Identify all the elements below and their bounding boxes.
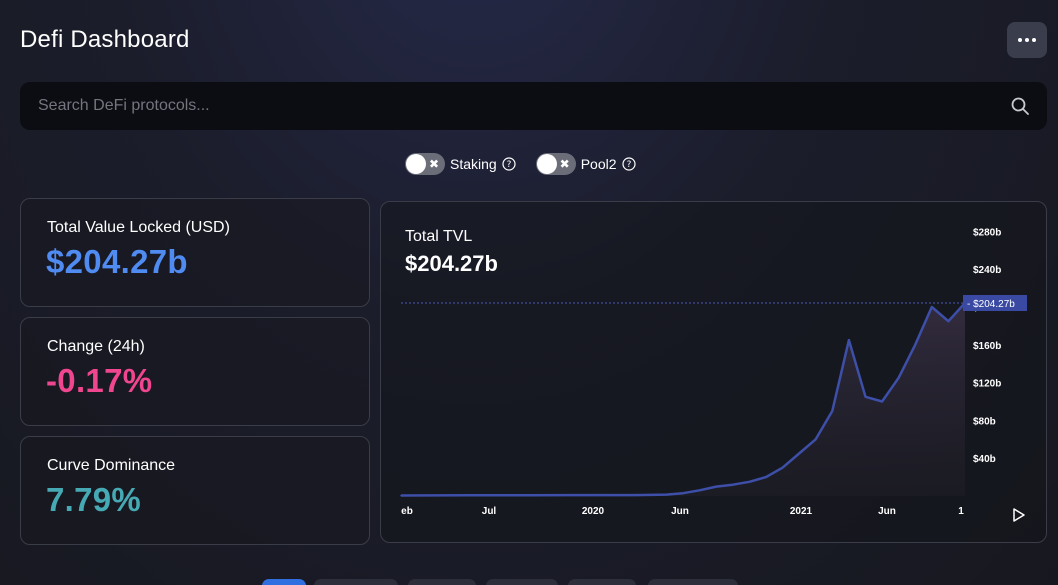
dominance-stat-card: Curve Dominance 7.79% bbox=[20, 436, 370, 545]
x-icon: ✖ bbox=[428, 157, 439, 171]
pool2-toggle[interactable]: ✖ bbox=[535, 153, 576, 175]
pool2-label: Pool2 bbox=[580, 156, 617, 172]
tvl-data-point bbox=[466, 494, 469, 497]
tab-pill[interactable] bbox=[486, 579, 558, 585]
tvl-data-point bbox=[864, 395, 867, 398]
tvl-data-point bbox=[433, 494, 435, 497]
tvl-data-point bbox=[731, 483, 734, 486]
tab-pill[interactable] bbox=[648, 579, 738, 585]
svg-text:?: ? bbox=[506, 160, 511, 170]
x-icon: ✖ bbox=[559, 157, 570, 171]
tvl-data-point bbox=[632, 494, 635, 496]
chart-title: Total TVL bbox=[405, 228, 473, 245]
chart-value: $204.27b bbox=[405, 251, 498, 276]
tvl-data-point bbox=[499, 494, 502, 497]
x-tick-label: 1 bbox=[958, 506, 964, 517]
tvl-data-point bbox=[814, 438, 817, 441]
staking-label: Staking bbox=[450, 156, 497, 172]
change-stat-card: Change (24h) -0.17% bbox=[20, 317, 370, 426]
stat-value: 7.79% bbox=[46, 481, 142, 518]
price-tag-label: - $204.27b bbox=[967, 299, 1015, 310]
tab-pill[interactable] bbox=[568, 579, 636, 585]
stat-title: Total Value Locked (USD) bbox=[47, 219, 230, 236]
more-options-button[interactable] bbox=[1007, 22, 1047, 58]
pool2-toggle-group: ✖ Pool2 ? bbox=[535, 153, 636, 175]
tvl-data-point bbox=[400, 494, 402, 497]
tvl-data-point bbox=[715, 485, 717, 488]
x-tick-label: eb bbox=[401, 506, 413, 517]
tvl-chart[interactable]: $280b$240b$200b$160b$120b$80b$40b ebJul2… bbox=[381, 202, 1047, 543]
tvl-data-point bbox=[798, 452, 800, 455]
help-icon[interactable]: ? bbox=[502, 157, 516, 171]
x-tick-label: Jun bbox=[878, 506, 896, 517]
tvl-data-point bbox=[931, 306, 933, 308]
tvl-data-point bbox=[566, 494, 568, 496]
x-tick-label: Jul bbox=[482, 506, 497, 517]
tvl-chart-card: $280b$240b$200b$160b$120b$80b$40b ebJul2… bbox=[380, 201, 1047, 543]
help-icon[interactable]: ? bbox=[621, 157, 636, 171]
stat-title: Curve Dominance bbox=[47, 457, 176, 474]
stat-title: Change (24h) bbox=[47, 338, 145, 355]
tvl-data-point bbox=[682, 492, 684, 494]
tab-pill-active[interactable] bbox=[262, 579, 306, 585]
page-title: Defi Dashboard bbox=[20, 26, 190, 53]
y-tick-label: $40b bbox=[973, 454, 996, 465]
tvl-data-point bbox=[765, 476, 767, 478]
x-tick-label: 2020 bbox=[582, 506, 605, 517]
y-tick-label: $160b bbox=[973, 341, 1001, 352]
tab-pill[interactable] bbox=[314, 579, 398, 585]
x-tick-label: Jun bbox=[671, 506, 689, 517]
stat-value: $204.27b bbox=[46, 243, 188, 280]
tvl-stat-card: Total Value Locked (USD) $204.27b bbox=[20, 198, 370, 307]
tvl-data-point bbox=[897, 377, 900, 379]
filter-toggles: ✖ Staking ? ✖ Pool2 ? bbox=[405, 153, 656, 175]
more-horizontal-icon bbox=[1018, 38, 1022, 42]
y-tick-label: $280b bbox=[973, 227, 1001, 238]
play-icon[interactable] bbox=[1011, 507, 1027, 523]
tvl-data-point bbox=[914, 344, 917, 346]
y-tick-label: $120b bbox=[973, 379, 1001, 390]
svg-text:?: ? bbox=[626, 160, 631, 170]
tvl-data-point bbox=[698, 489, 701, 492]
tvl-data-point bbox=[665, 493, 668, 496]
tvl-data-point bbox=[532, 494, 535, 497]
tvl-data-point bbox=[748, 481, 751, 483]
tvl-data-point bbox=[881, 400, 883, 403]
stat-value: -0.17% bbox=[46, 362, 153, 399]
x-tick-label: 2021 bbox=[790, 506, 813, 517]
search-input[interactable] bbox=[20, 82, 1047, 130]
y-tick-label: $240b bbox=[973, 265, 1001, 276]
tvl-area bbox=[401, 303, 965, 496]
staking-toggle-group: ✖ Staking ? bbox=[405, 153, 516, 175]
tvl-data-point bbox=[781, 466, 784, 469]
search-icon[interactable] bbox=[1011, 97, 1029, 115]
tvl-data-point bbox=[599, 494, 601, 496]
staking-toggle[interactable]: ✖ bbox=[405, 153, 445, 175]
price-tag bbox=[963, 295, 1027, 312]
y-tick-label: $80b bbox=[973, 416, 996, 427]
tvl-data-point bbox=[947, 320, 950, 323]
tab-pill[interactable] bbox=[408, 579, 476, 585]
search-bar bbox=[20, 82, 1047, 130]
tvl-data-point bbox=[848, 339, 850, 341]
tvl-data-point bbox=[831, 410, 834, 412]
